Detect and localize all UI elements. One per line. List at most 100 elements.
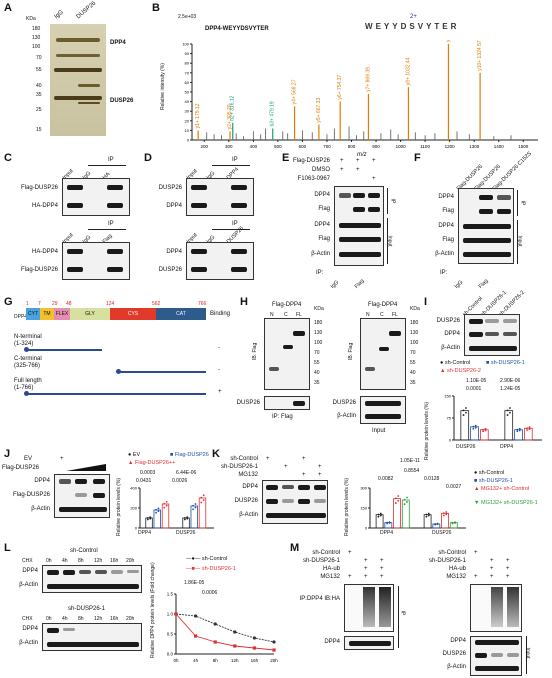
- e-row-actin: β-Actin: [311, 251, 330, 257]
- h-lane-n-2: N: [366, 312, 370, 318]
- k-cond-sh1: sh-DUSP26-1: [220, 464, 258, 470]
- e-mark-1-0: +: [340, 167, 344, 173]
- e-row-flag-input: Flag: [318, 236, 330, 242]
- panel-e-label: E: [282, 152, 290, 164]
- j-legend-3: ▲ Flag-DUSP26++: [128, 460, 176, 466]
- residue-1: E: [375, 22, 384, 31]
- h-right-m55: 55: [410, 360, 416, 366]
- m-cond-shctrl-2: sh-Control: [438, 550, 466, 556]
- residue-10: R: [450, 22, 460, 31]
- panel-j-label: J: [4, 448, 11, 460]
- bar-0-0: [375, 514, 384, 529]
- bar-ytick-label: 0: [135, 526, 138, 531]
- l-point: [233, 644, 237, 648]
- b-ytick-label: 80: [185, 61, 190, 66]
- bar-ytick-label: 300: [360, 486, 367, 491]
- residue-7: Y: [426, 22, 435, 31]
- residue-3: Y: [392, 22, 401, 31]
- j-row-flag-dusp26: Flag-DUSP26: [12, 492, 50, 498]
- b-xtick-label: 1200: [445, 144, 456, 149]
- b-ytick-label: 60: [185, 80, 190, 85]
- b-xtick-label: 1400: [494, 144, 505, 149]
- bar-dot: [509, 407, 511, 409]
- d-bottom-blot: [186, 242, 254, 280]
- bar-dot: [465, 407, 467, 409]
- m-cond-haub: HA-ub: [322, 566, 340, 572]
- h-lane-fl-2: FL: [392, 312, 398, 318]
- b-xtick-label: 400: [250, 144, 258, 149]
- d-row-dusp26-2: DUSP26: [158, 267, 182, 273]
- bar-dot: [526, 429, 529, 431]
- k-pval-2: 0.8554: [404, 468, 420, 474]
- h-right-m35: 35: [410, 380, 416, 386]
- lane-igg: IgG: [53, 9, 65, 21]
- marker-25: 25: [36, 107, 42, 113]
- m-input-ub-blot: [470, 584, 522, 632]
- gel-image: [50, 24, 106, 136]
- m-mark-3-1-2: +: [490, 574, 494, 580]
- e-mark-0-0: +: [340, 158, 344, 164]
- d-bottom-ip-header: IP: [232, 221, 238, 227]
- bar-0-0: [145, 517, 153, 529]
- j-legend-2: ■ Flag-DUSP26: [170, 452, 209, 458]
- l-xtick-label: 4h: [193, 658, 199, 663]
- bar-dot: [509, 411, 511, 414]
- f-side-input: Input: [516, 235, 523, 247]
- l-chx-label-2: CHX: [22, 616, 33, 622]
- bar-0-1: [153, 509, 161, 529]
- panel-h-label: H: [240, 296, 248, 308]
- marker-130: 130: [32, 35, 41, 41]
- panel-f-label: F: [414, 152, 421, 164]
- f-row-actin: β-Actin: [435, 251, 454, 257]
- l-xtick-label: 20h: [270, 658, 278, 663]
- bar-dot: [406, 496, 408, 499]
- d-row-dpp4-2: DPP4: [166, 249, 182, 255]
- residue-8: T: [434, 22, 443, 31]
- bar-dot: [397, 499, 400, 502]
- bar-dot: [474, 426, 477, 429]
- g-binding-fl: +: [218, 389, 222, 395]
- m-mark-1-1: +: [364, 558, 368, 564]
- bar-dot: [377, 515, 380, 518]
- e-mark-2-2: +: [372, 176, 376, 182]
- bar-dot: [146, 517, 149, 519]
- d-top-blot: [186, 178, 254, 216]
- l-row-dpp4: DPP4: [22, 568, 38, 574]
- residue-6: V: [417, 22, 427, 31]
- bar-dot: [194, 503, 197, 505]
- h-right-title: Flag-DPP4: [368, 302, 398, 308]
- h-ib-label-right: IB: Flag: [348, 342, 354, 360]
- marker-70: 70: [36, 55, 42, 61]
- i-legend-3: ▲ sh-DUSP26-2: [440, 368, 481, 374]
- d-row-dusp26: DUSP26: [158, 185, 182, 191]
- m-row-dpp4-input: DPP4: [450, 638, 466, 644]
- k-blot: [262, 480, 328, 524]
- scale-label: 2.5e+03: [178, 14, 197, 20]
- l-t8: 8h: [78, 558, 84, 564]
- l-chx-label: CHX: [22, 558, 33, 564]
- f-row-dpp4: DPP4: [438, 194, 454, 200]
- bar-dot: [472, 425, 475, 428]
- m-ub-blot: [344, 584, 394, 632]
- bar-dot: [425, 515, 428, 518]
- bar-ytick-label: 200: [130, 506, 137, 511]
- f-ip-label: IP:: [440, 270, 448, 276]
- ms-peak-label: y10+ 1324.57: [477, 40, 483, 71]
- j-y-label: Relative protein levels (%): [116, 477, 122, 536]
- bar-dot: [155, 511, 157, 514]
- k-mark-1-3: +: [318, 464, 322, 470]
- i-row-dpp4: DPP4: [444, 331, 460, 337]
- m-mark-0-0: +: [348, 550, 352, 556]
- bar-ytick-label: 150: [444, 394, 451, 399]
- bar-dot: [149, 516, 152, 518]
- ms-spectrum: 0 10 20 30 40 50 60 70 80 90 100 200 300 400 500 600 700…: [182, 40, 538, 149]
- bar-1-2: [441, 512, 449, 529]
- bar-dot: [472, 427, 475, 430]
- band-label-dusp26: DUSP26: [110, 98, 134, 104]
- bar-dot: [406, 501, 408, 503]
- h-left-m130: 130: [314, 330, 323, 336]
- l-top-blot: [42, 565, 142, 593]
- bar-dot: [379, 514, 382, 517]
- bar-dot: [379, 512, 382, 515]
- c-row-flag-dusp26-2: Flag-DUSP26: [20, 267, 58, 273]
